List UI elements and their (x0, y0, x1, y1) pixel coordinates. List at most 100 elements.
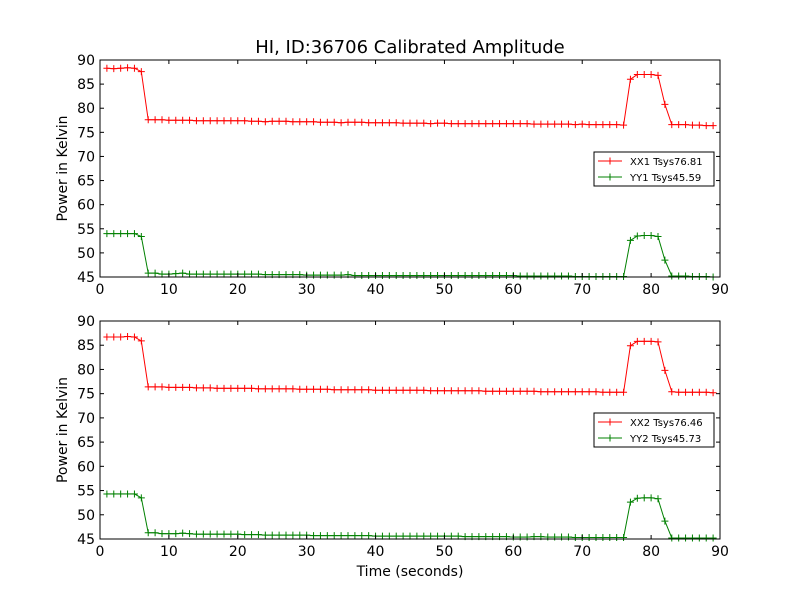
data-point-marker (475, 387, 483, 395)
data-point-marker (323, 118, 331, 126)
data-point-marker (289, 118, 297, 126)
data-point-marker (599, 121, 607, 129)
data-point-marker (413, 272, 421, 280)
data-point-marker (633, 494, 641, 502)
data-point-marker (447, 272, 455, 280)
x-tick-label: 50 (436, 544, 454, 560)
data-point-marker (682, 388, 690, 396)
data-point-marker (399, 119, 407, 127)
data-point-marker (248, 531, 256, 539)
data-point-marker (192, 384, 200, 392)
data-point-marker (695, 388, 703, 396)
y-axis-label: Power in Kelvin (55, 115, 71, 221)
x-tick-label: 0 (96, 282, 105, 298)
data-point-marker (199, 384, 207, 392)
data-point-marker (675, 121, 683, 129)
data-point-marker (502, 272, 510, 280)
data-point-marker (440, 387, 448, 395)
data-point-marker (420, 532, 428, 540)
data-point-marker (117, 490, 125, 498)
data-point-marker (268, 385, 276, 393)
data-point-marker (261, 118, 269, 126)
data-point-marker (206, 384, 214, 392)
data-point-marker (124, 490, 132, 498)
data-point-marker (496, 387, 504, 395)
y-tick-label: 90 (77, 314, 95, 330)
data-point-marker (564, 120, 572, 128)
data-point-marker (447, 532, 455, 540)
data-point-marker (365, 386, 373, 394)
data-point-marker (365, 272, 373, 280)
data-point-marker (103, 333, 111, 341)
data-point-marker (282, 117, 290, 125)
data-point-marker (682, 534, 690, 542)
data-point-marker (296, 531, 304, 539)
legend-label: YY1 Tsys45.59 (629, 173, 701, 184)
data-point-marker (599, 534, 607, 542)
data-point-marker (413, 532, 421, 540)
data-point-marker (344, 532, 352, 540)
data-point-marker (502, 120, 510, 128)
data-point-marker (530, 120, 538, 128)
data-point-marker (606, 388, 614, 396)
data-point-marker (130, 490, 138, 498)
data-point-marker (427, 387, 435, 395)
data-point-marker (137, 337, 145, 345)
legend-marker (606, 434, 614, 442)
data-point-marker (564, 272, 572, 280)
data-point-marker (268, 117, 276, 125)
data-point-marker (668, 388, 676, 396)
data-point-marker (613, 388, 621, 396)
data-point-marker (675, 534, 683, 542)
data-point-marker (440, 119, 448, 127)
data-point-marker (392, 119, 400, 127)
data-point-marker (254, 385, 262, 393)
data-point-marker (213, 117, 221, 125)
data-point-marker (516, 387, 524, 395)
legend-entry: XX2 Tsys76.46 (598, 418, 703, 429)
data-point-marker (599, 388, 607, 396)
data-point-marker (158, 383, 166, 391)
data-point-marker (372, 119, 380, 127)
y-tick-label: 80 (77, 362, 95, 378)
data-point-marker (592, 388, 600, 396)
data-point-marker (661, 517, 669, 525)
data-point-marker (254, 117, 262, 125)
data-point-marker (144, 269, 152, 277)
data-point-marker (186, 270, 194, 278)
data-point-marker (213, 530, 221, 538)
data-point-marker (151, 116, 159, 124)
data-point-marker (172, 383, 180, 391)
data-point-marker (227, 530, 235, 538)
data-point-marker (454, 532, 462, 540)
data-point-marker (378, 119, 386, 127)
data-point-marker (378, 272, 386, 280)
data-point-marker (206, 117, 214, 125)
y-tick-label: 80 (77, 101, 95, 117)
data-point-marker (468, 120, 476, 128)
series-1 (103, 333, 717, 397)
data-point-marker (296, 385, 304, 393)
data-point-marker (220, 117, 228, 125)
data-point-marker (130, 333, 138, 341)
data-point-marker (592, 534, 600, 542)
x-tick-label: 70 (573, 544, 591, 560)
data-point-marker (179, 529, 187, 537)
data-point-marker (613, 534, 621, 542)
data-point-marker (406, 119, 414, 127)
data-point-marker (124, 333, 132, 341)
data-point-marker (192, 117, 200, 125)
data-point-marker (179, 269, 187, 277)
data-point-marker (248, 384, 256, 392)
data-point-marker (496, 272, 504, 280)
y-tick-label: 60 (77, 198, 95, 214)
chart-panel-2: 0 10 20 30 40 50 60 70 80 90 45 50 55 60 65 70 75 80 85 90 P… (55, 314, 729, 580)
data-point-marker (110, 230, 118, 238)
data-point-marker (158, 270, 166, 278)
y-tick-label: 45 (77, 270, 95, 286)
y-tick-label: 65 (77, 174, 95, 190)
data-point-marker (385, 119, 393, 127)
data-point-marker (199, 270, 207, 278)
x-tick-label: 40 (367, 282, 385, 298)
